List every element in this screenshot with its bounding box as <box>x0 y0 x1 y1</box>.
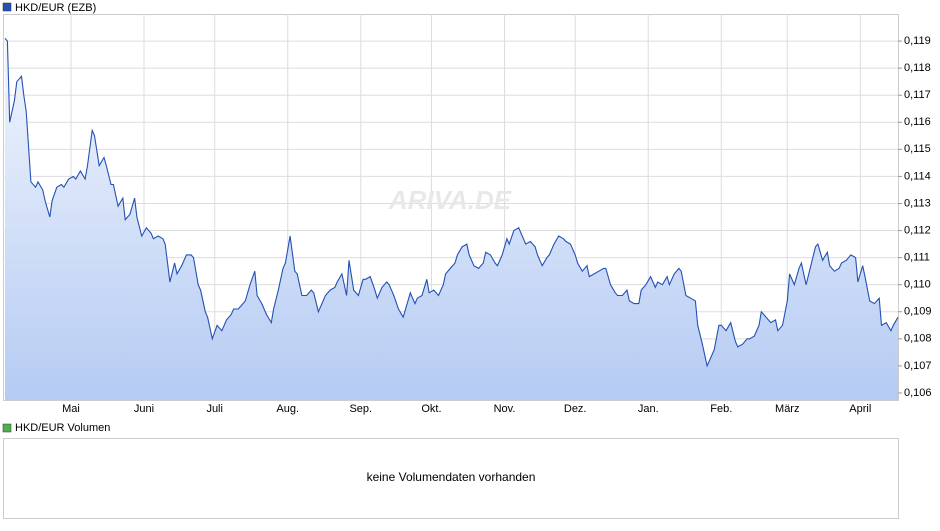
x-tick-label: Aug. <box>276 403 299 415</box>
y-tick-label: 0,111 <box>904 252 930 264</box>
x-tick-label: Mai <box>62 403 80 415</box>
y-tick-label: 0,108 <box>904 333 932 345</box>
area-fill <box>5 38 898 401</box>
volume-frame <box>3 438 899 519</box>
x-tick-label: Juli <box>206 403 223 415</box>
y-tick-label: 0,109 <box>904 306 932 318</box>
y-tick-label: 0,118 <box>904 62 931 74</box>
x-tick-label: Nov. <box>494 403 516 415</box>
plot <box>4 38 899 401</box>
y-tick-label: 0,114 <box>904 170 931 182</box>
y-tick-label: 0,113 <box>904 197 931 209</box>
volume-legend-label: HKD/EUR Volumen <box>15 422 110 434</box>
y-tick-label: 0,115 <box>904 143 931 155</box>
watermark: ARIVA.DE <box>388 185 512 215</box>
x-tick-label: April <box>849 403 871 415</box>
x-tick-label: Jan. <box>638 403 659 415</box>
volume-message: keine Volumendaten vorhanden <box>367 470 536 484</box>
y-tick-label: 0,107 <box>904 360 932 372</box>
volume-legend-swatch <box>2 423 12 433</box>
x-tick-label: Feb. <box>710 403 732 415</box>
legend-label: HKD/EUR (EZB) <box>15 2 96 14</box>
y-tick-label: 0,119 <box>904 35 931 47</box>
x-tick-label: Sep. <box>349 403 372 415</box>
y-tick-label: 0,116 <box>904 116 931 128</box>
y-tick-label: 0,106 <box>904 387 932 399</box>
x-tick-label: Dez. <box>564 403 587 415</box>
y-tick-label: 0,110 <box>904 279 931 291</box>
x-tick-label: Okt. <box>421 403 441 415</box>
price-line <box>4 38 899 368</box>
y-tick-label: 0,117 <box>904 89 931 101</box>
x-tick-label: März <box>775 403 799 415</box>
y-tick-label: 0,112 <box>904 224 931 236</box>
x-tick-label: Juni <box>134 403 154 415</box>
legend-swatch <box>2 2 12 12</box>
